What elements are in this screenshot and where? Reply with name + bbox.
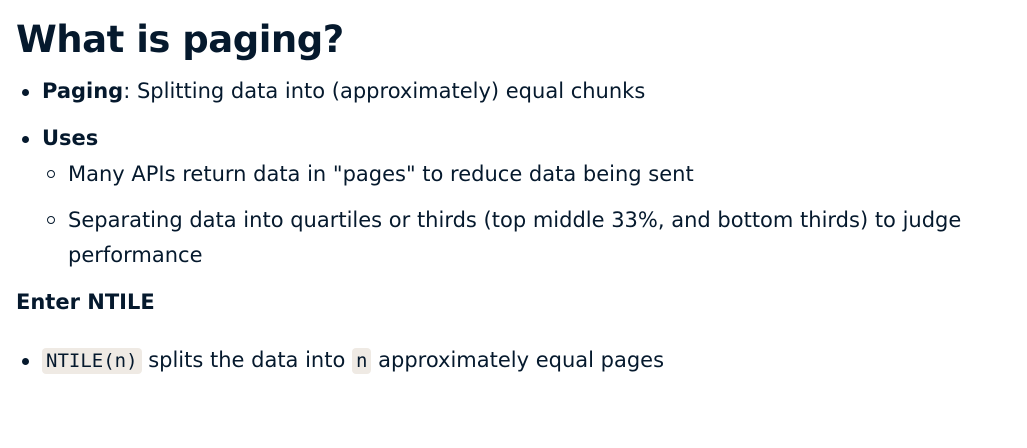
term-paging: Paging bbox=[42, 79, 124, 103]
code-ntile-n: NTILE(n) bbox=[42, 348, 142, 374]
ntile-text-1: splits the data into bbox=[141, 348, 352, 372]
circle-bullet-icon bbox=[47, 170, 55, 178]
ntile-text-2: approximately equal pages bbox=[371, 348, 665, 372]
sub-bullet-quartiles-text: Separating data into quartiles or thirds… bbox=[68, 208, 962, 232]
paging-definition: : Splitting data into (approximately) eq… bbox=[123, 79, 646, 103]
section-heading: Enter NTILE bbox=[16, 290, 155, 314]
bullet-dot-icon bbox=[22, 136, 29, 143]
circle-bullet-icon bbox=[47, 216, 55, 224]
sub-bullet-quartiles-text-cont: performance bbox=[68, 243, 203, 267]
sub-bullet-apis-text: Many APIs return data in "pages" to redu… bbox=[68, 162, 694, 186]
bullet-dot-icon bbox=[22, 358, 29, 365]
term-uses: Uses bbox=[42, 126, 99, 150]
bullet-dot-icon bbox=[22, 89, 29, 96]
code-n: n bbox=[352, 348, 372, 374]
page-title: What is paging? bbox=[16, 18, 344, 61]
